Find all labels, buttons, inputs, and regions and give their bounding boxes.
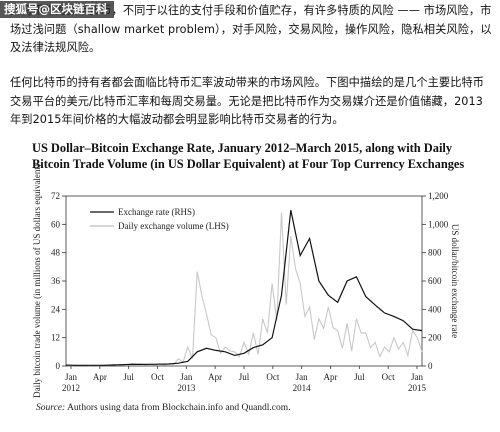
right-tick-label: 400: [428, 304, 442, 314]
left-tick-label: 12: [51, 333, 60, 343]
x-tick-label: Oct: [266, 372, 279, 382]
x-tick-label: Apr: [324, 372, 338, 382]
right-tick-label: 600: [428, 276, 442, 286]
right-axis-label: US dollar/bitcoin exchange rate: [450, 224, 460, 338]
right-tick-label: 0: [428, 361, 433, 371]
intro-paragraph: 比特币作为数字货币，不同于以往的支付手段和价值贮存，有许多特质的风险 —— 市场…: [10, 4, 492, 54]
x-year-label: 2012: [62, 383, 80, 393]
left-tick-label: 0: [56, 361, 61, 371]
x-year-label: 2014: [293, 383, 312, 393]
right-tick-label: 200: [428, 333, 442, 343]
left-tick-label: 72: [51, 191, 60, 201]
left-axis-label: Daily bitcoin trade volume (in millions …: [32, 164, 42, 398]
legend: Exchange rate (RHS) Daily exchange volum…: [90, 207, 229, 231]
watermark-badge: 搜狐号@区块链百科: [0, 1, 114, 18]
left-axis-ticks: 0 12 24 36 48 60 72: [51, 191, 66, 371]
market-risk-paragraph: 任何比特币的持有者都会面临比特币汇率波动带来的市场风险。下图中描绘的是几个主要比…: [10, 76, 485, 126]
volume-series-line: [65, 212, 423, 367]
left-tick-label: 24: [51, 304, 61, 314]
left-tick-label: 48: [51, 248, 61, 258]
right-tick-label: 1,200: [428, 191, 449, 201]
x-tick-label: Jul: [123, 372, 134, 382]
x-tick-label: Jan: [65, 372, 77, 382]
x-tick-label: Oct: [151, 372, 164, 382]
x-year-label: 2013: [177, 383, 196, 393]
legend-label-volume: Daily exchange volume (LHS): [118, 221, 229, 231]
x-tick-label: Apr: [93, 372, 107, 382]
right-tick-label: 800: [428, 248, 442, 258]
right-tick-label: 1,000: [428, 219, 449, 229]
x-tick-label: Apr: [208, 372, 222, 382]
x-tick-label: Jul: [239, 372, 250, 382]
left-tick-label: 60: [51, 219, 61, 229]
source-note: Source: Authors using data from Blockcha…: [36, 403, 291, 413]
x-tick-label: Jan: [180, 372, 192, 382]
right-axis-ticks: 0 200 400 600 800 1,000 1,200: [422, 191, 449, 371]
exchange-rate-series-line: [65, 210, 423, 366]
x-tick-label: Oct: [382, 372, 395, 382]
figure-title: US Dollar–Bitcoin Exchange Rate, January…: [32, 141, 465, 171]
x-year-label: 2015: [408, 383, 427, 393]
x-tick-label: Jan: [296, 372, 308, 382]
left-tick-label: 36: [51, 276, 61, 286]
x-tick-label: Jul: [354, 372, 365, 382]
x-tick-label: Jan: [411, 372, 423, 382]
legend-label-rate: Exchange rate (RHS): [118, 207, 195, 217]
